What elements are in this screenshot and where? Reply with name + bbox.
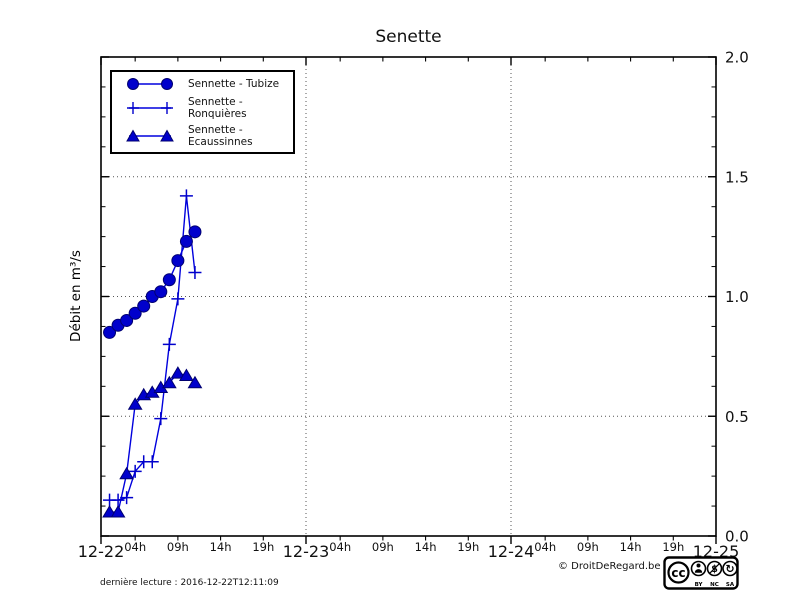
legend-label: Sennette - Tubize [188,78,280,90]
cc-nc-label: NC [710,582,719,588]
chart-legend: Sennette - Tubize Sennette - Ronquières … [110,70,295,154]
data-point-circle [162,273,176,287]
data-point-triangle [170,366,186,379]
x-tick-label-hour: 09h [577,540,599,554]
chart-title: Senette [375,27,442,47]
cc-logo-icon [667,561,690,584]
x-tick-label-hour: 14h [415,540,437,554]
cc-by-label: BY [695,582,704,588]
cc-by-nc-sa-badge: cc $ ↻ BY NC SA [663,556,739,590]
legend-item-ecaussinnes: Sennette - Ecaussinnes [112,124,293,148]
data-point-circle [154,285,168,299]
svg-text:↻: ↻ [725,563,734,576]
cc-sa-label: SA [726,582,735,588]
footer-timestamps: dernière lecture : 2016-12-22T12:11:09 d… [100,557,279,600]
data-point-plus [128,464,142,478]
data-point-plus [188,266,202,280]
x-tick-label-hour: 04h [534,540,556,554]
data-point-plus [111,493,125,507]
x-tick-label-hour: 14h [210,540,232,554]
data-point-plus [171,292,185,306]
data-point-plus [179,189,193,203]
data-point-triangle [187,375,203,389]
data-point-plus [145,455,159,469]
cc-sa-icon: ↻ [722,560,738,577]
legend-marker-plus-icon [127,102,173,114]
legend-marker-triangle-icon [126,129,174,142]
cc-by-icon [690,560,707,577]
x-tick-label-hour: 19h [662,540,684,554]
data-point-triangle [127,397,143,410]
data-point-triangle [119,466,135,480]
x-tick-label-hour: 19h [457,540,479,554]
data-point-circle [171,254,185,268]
y-tick-label: 1.5 [725,168,749,186]
x-tick-label-hour: 09h [372,540,394,554]
data-point-circle [103,325,117,339]
data-point-circle [188,225,202,239]
data-point-circle [128,306,142,320]
x-tick-label-day: 12-25 [693,542,740,561]
x-tick-label-hour: 04h [124,540,146,554]
data-point-circle [179,234,193,248]
legend-label: Sennette - Ronquières [188,96,247,120]
x-tick-label-day: 12-24 [488,542,535,561]
x-tick-label-hour: 09h [167,540,189,554]
data-point-circle [137,299,151,313]
y-tick-label: 1.0 [725,288,749,306]
data-point-triangle [110,505,126,518]
legend-item-ronquieres: Sennette - Ronquières [112,96,293,120]
cc-logo-text: cc [671,566,685,580]
x-tick-label-hour: 04h [329,540,351,554]
cc-nc-icon: $ [706,560,723,577]
x-tick-label-day: 12-23 [283,542,330,561]
y-tick-label: 2.0 [725,49,749,67]
legend-label: Sennette - Ecaussinnes [188,124,253,148]
x-tick-label-hour: 19h [252,540,274,554]
legend-marker-circle-icon [127,78,173,90]
data-point-circle [120,313,134,327]
y-tick-label: 0.0 [725,528,749,546]
data-point-plus [162,337,176,351]
x-tick-label-hour: 14h [620,540,642,554]
svg-text:$: $ [711,564,718,575]
legend-item-tubize: Sennette - Tubize [112,76,293,92]
data-point-triangle [161,375,177,389]
y-tick-label: 0.5 [725,408,749,426]
data-point-triangle [179,368,194,382]
copyright-text: © DroitDeRegard.be [558,561,661,572]
x-tick-label-day: 12-22 [78,542,125,561]
last-read-timestamp: dernière lecture : 2016-12-22T12:11:09 [100,578,279,588]
data-point-plus [154,412,168,426]
data-point-plus [120,491,134,505]
